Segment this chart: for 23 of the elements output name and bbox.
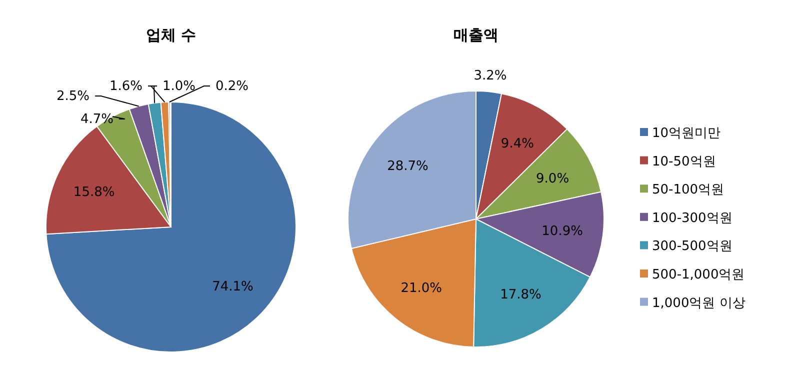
legend-label: 300-500억원 bbox=[652, 239, 732, 254]
data-label: 1.6% bbox=[109, 79, 143, 94]
data-label: 15.8% bbox=[73, 184, 115, 200]
legend-label: 500-1,000억원 bbox=[652, 268, 745, 282]
data-label: 17.8% bbox=[500, 288, 542, 303]
data-label: 10.9% bbox=[542, 224, 583, 240]
chart-title: 업체 수 bbox=[146, 26, 196, 44]
data-label: 0.2% bbox=[215, 79, 249, 94]
chart-title: 매출액 bbox=[454, 26, 498, 44]
data-label: 3.2% bbox=[474, 68, 507, 84]
legend-label: 50-100억원 bbox=[652, 182, 724, 198]
pie-slice bbox=[46, 102, 296, 352]
legend-label: 1,000억원 이상 bbox=[652, 296, 746, 311]
data-label: 9.4% bbox=[500, 136, 534, 152]
data-label: 28.7% bbox=[387, 159, 428, 174]
legend-label: 100-300억원 bbox=[652, 210, 732, 226]
data-label: 2.5% bbox=[56, 89, 90, 104]
data-label: 1.0% bbox=[162, 79, 196, 94]
legend-label: 10억원미만 bbox=[652, 126, 721, 141]
data-label: 9.0% bbox=[536, 172, 570, 187]
data-label: 74.1% bbox=[212, 279, 254, 294]
legend-label: 10-50억원 bbox=[652, 154, 716, 170]
data-label: 21.0% bbox=[400, 280, 442, 296]
